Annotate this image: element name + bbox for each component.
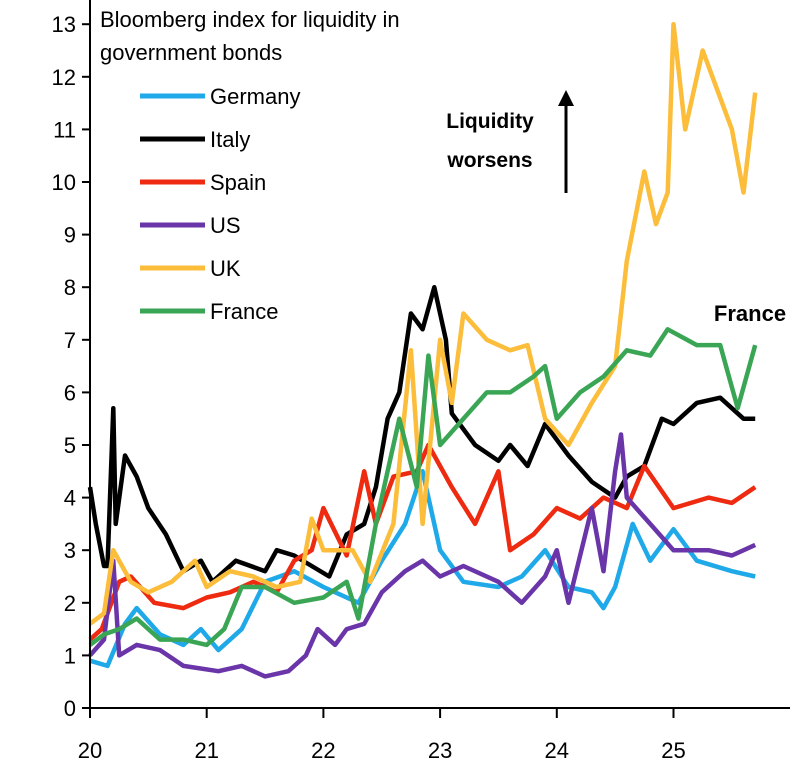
annotation-line-2: worsens (446, 149, 532, 172)
legend-label-germany: Germany (210, 84, 300, 109)
y-tick-label: 1 (64, 643, 76, 668)
annotation-liquidity-worsens: Liquidity worsens (446, 90, 574, 193)
legend-label-france: France (210, 299, 278, 324)
y-tick-label: 12 (52, 65, 76, 90)
x-tick-label: 23 (428, 738, 452, 763)
annotation-line-1: Liquidity (446, 110, 534, 133)
y-tick-label: 13 (52, 12, 76, 37)
series-line-spain (88, 442, 757, 642)
y-tick-label: 4 (64, 486, 76, 511)
y-tick-label: 6 (64, 380, 76, 405)
legend-label-uk: UK (210, 256, 241, 281)
y-tick-label: 11 (53, 117, 76, 142)
series-line-uk (88, 21, 758, 626)
legend-label-us: US (210, 213, 241, 238)
chart-title-line-1: Bloomberg index for liquidity in (100, 7, 400, 32)
y-tick-label: 0 (64, 696, 76, 721)
series-line-us (88, 432, 757, 679)
series-line-germany (89, 469, 756, 669)
legend-label-italy: Italy (210, 127, 250, 152)
y-tick-label: 5 (64, 433, 76, 458)
y-tick-label: 9 (64, 223, 76, 248)
france-end-label: France (714, 301, 786, 326)
legend: Bloomberg index for liquidity in governm… (100, 7, 400, 324)
y-tick-label: 2 (64, 591, 76, 616)
x-tick-label: 25 (661, 738, 685, 763)
y-tick-label: 7 (64, 328, 76, 353)
legend-label-spain: Spain (210, 170, 266, 195)
series-line-france (88, 327, 758, 648)
y-tick-label: 10 (52, 170, 76, 195)
arrowhead-icon (558, 90, 574, 106)
x-tick-label: 21 (194, 738, 218, 763)
x-tick-label: 22 (311, 738, 335, 763)
y-tick-label: 3 (64, 538, 76, 563)
chart-title-line-2: government bonds (100, 40, 282, 65)
y-tick-label: 8 (64, 275, 76, 300)
x-tick-label: 20 (78, 738, 102, 763)
series-layer (87, 21, 758, 679)
x-tick-label: 24 (545, 738, 569, 763)
